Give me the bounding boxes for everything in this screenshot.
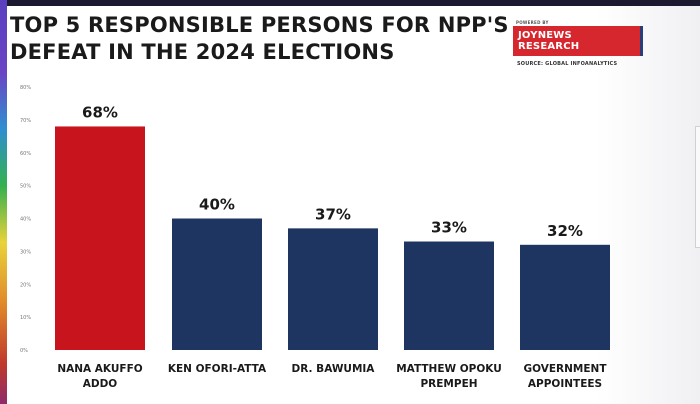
category-label: PREMPEH	[420, 378, 477, 390]
category-label: GOVERNMENT	[523, 363, 607, 375]
source-label: SOURCE: GLOBAL INFOANALYTICS	[517, 61, 618, 67]
panel-edge-tab	[695, 126, 700, 248]
data-label: 40%	[199, 196, 235, 214]
y-tick-label: 30%	[20, 249, 31, 255]
y-tick-label: 80%	[20, 85, 31, 91]
chart-title-line-2: DEFEAT IN THE 2024 ELECTIONS	[10, 40, 395, 64]
data-label: 33%	[431, 219, 467, 237]
category-label: MATTHEW OPOKU	[396, 363, 502, 375]
brand-block: POWERED BY JOYNEWS RESEARCH SOURCE: GLOB…	[513, 20, 643, 67]
bar	[404, 241, 494, 350]
data-label: 37%	[315, 205, 351, 223]
chart-title-line-1: TOP 5 RESPONSIBLE PERSONS FOR NPP'S	[10, 13, 509, 37]
data-label: 68%	[82, 103, 118, 121]
color-stripe	[0, 0, 7, 404]
y-tick-label: 60%	[20, 151, 31, 157]
category-label: ADDO	[83, 378, 118, 390]
y-tick-label: 70%	[20, 118, 31, 124]
y-tick-label: 50%	[20, 184, 31, 190]
bar	[172, 218, 262, 350]
category-label: APPOINTEES	[528, 378, 602, 390]
chart-title: TOP 5 RESPONSIBLE PERSONS FOR NPP'S DEFE…	[10, 12, 509, 66]
category-label: NANA AKUFFO	[57, 363, 142, 375]
category-label: KEN OFORI-ATTA	[168, 363, 267, 375]
bar	[520, 244, 610, 350]
category-label: DR. BAWUMIA	[292, 363, 376, 375]
y-tick-label: 20%	[20, 282, 31, 288]
bar	[55, 126, 145, 350]
y-tick-label: 0%	[20, 348, 28, 354]
joynews-research-logo: JOYNEWS RESEARCH	[513, 26, 643, 56]
powered-by-label: POWERED BY	[516, 20, 549, 25]
data-label: 32%	[547, 222, 583, 240]
y-tick-label: 10%	[20, 315, 31, 321]
y-tick-label: 40%	[20, 217, 31, 223]
bar	[288, 228, 378, 350]
